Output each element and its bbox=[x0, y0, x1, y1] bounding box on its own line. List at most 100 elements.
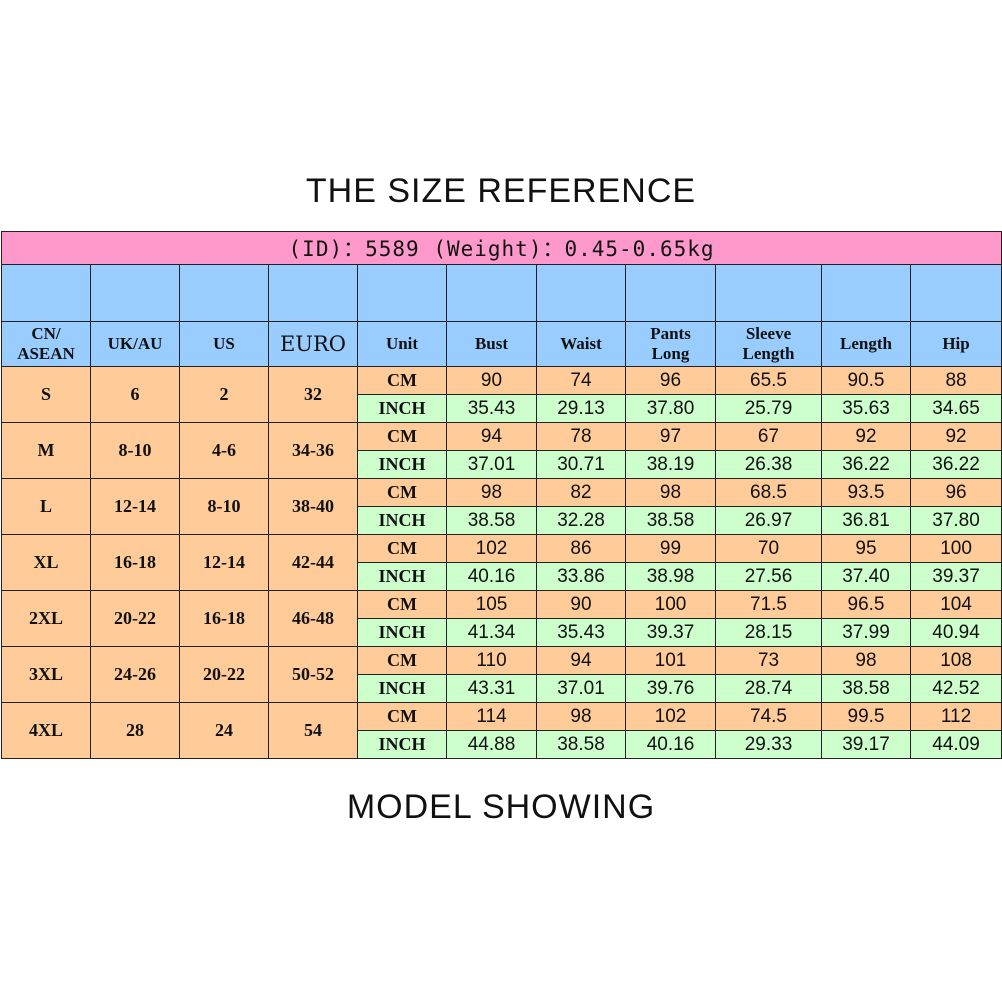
inch-value-pants-long: 39.37 bbox=[625, 618, 716, 647]
size-row-inch: INCH 40.16 33.86 38.98 27.56 37.40 39.37 bbox=[2, 562, 1002, 591]
inch-value-bust: 35.43 bbox=[446, 394, 537, 423]
page-title: THE SIZE REFERENCE bbox=[305, 172, 697, 210]
size-row-cm: L 12-14 8-10 38-40 CM 98 82 98 68.5 93.5 96 bbox=[1, 478, 1002, 535]
cm-value-hip: 88 bbox=[909, 366, 1002, 395]
inch-value-length: 39.17 bbox=[821, 730, 911, 759]
cm-value-waist: 90 bbox=[536, 590, 626, 619]
size-us: 2 bbox=[179, 366, 269, 423]
cm-value-bust: 110 bbox=[446, 646, 537, 675]
size-us: 16-18 bbox=[179, 590, 269, 647]
size-row-cm: 4XL 28 24 54 CM 114 98 102 74.5 99.5 112 bbox=[1, 702, 1002, 759]
cm-value-pants-long: 99 bbox=[625, 534, 716, 563]
unit-inch: INCH bbox=[357, 506, 447, 535]
cm-value-bust: 105 bbox=[446, 590, 537, 619]
cm-value-hip: 108 bbox=[909, 646, 1002, 675]
cm-value-hip: 100 bbox=[909, 534, 1002, 563]
cm-value-sleeve-length: 68.5 bbox=[715, 478, 822, 507]
cm-value-waist: 78 bbox=[536, 422, 626, 451]
cm-value-length: 92 bbox=[821, 422, 911, 451]
size-us: 12-14 bbox=[179, 534, 269, 591]
inch-value-sleeve-length: 27.56 bbox=[715, 562, 822, 591]
size-uk: 16-18 bbox=[90, 534, 180, 591]
inch-value-length: 36.81 bbox=[821, 506, 911, 535]
inch-value-waist: 37.01 bbox=[536, 674, 626, 703]
info-row: (ID)：5589 (Weight)：0.45-0.65kg bbox=[0, 231, 1002, 265]
unit-inch: INCH bbox=[357, 562, 447, 591]
inch-value-sleeve-length: 29.33 bbox=[715, 730, 822, 759]
header-unit: Unit bbox=[357, 321, 447, 367]
size-uk: 6 bbox=[90, 366, 180, 423]
cm-value-bust: 98 bbox=[446, 478, 537, 507]
size-row-inch: INCH 41.34 35.43 39.37 28.15 37.99 40.94 bbox=[2, 618, 1002, 647]
cm-value-pants-long: 98 bbox=[625, 478, 716, 507]
cm-value-hip: 96 bbox=[909, 478, 1002, 507]
unit-cm: CM bbox=[357, 646, 447, 675]
cm-value-length: 99.5 bbox=[821, 702, 911, 731]
cm-value-hip: 112 bbox=[909, 702, 1002, 731]
unit-cm: CM bbox=[357, 534, 447, 563]
cm-value-length: 96.5 bbox=[821, 590, 911, 619]
inch-value-hip: 42.52 bbox=[909, 674, 1002, 703]
cm-value-waist: 74 bbox=[536, 366, 626, 395]
cm-value-length: 95 bbox=[821, 534, 911, 563]
inch-value-bust: 40.16 bbox=[446, 562, 537, 591]
inch-value-bust: 38.58 bbox=[446, 506, 537, 535]
unit-cm: CM bbox=[357, 366, 447, 395]
size-us: 20-22 bbox=[179, 646, 269, 703]
inch-value-pants-long: 38.19 bbox=[625, 450, 716, 479]
inch-value-waist: 35.43 bbox=[536, 618, 626, 647]
inch-value-length: 37.40 bbox=[821, 562, 911, 591]
size-euro: 34-36 bbox=[268, 422, 358, 479]
inch-value-hip: 39.37 bbox=[909, 562, 1002, 591]
size-chart-table: (ID)：5589 (Weight)：0.45-0.65kg CN/ ASEAN… bbox=[0, 231, 1002, 759]
size-cn: M bbox=[1, 422, 91, 479]
cm-value-sleeve-length: 73 bbox=[715, 646, 822, 675]
header-cn-asean: CN/ ASEAN bbox=[1, 321, 91, 367]
cm-value-pants-long: 96 bbox=[625, 366, 716, 395]
unit-inch: INCH bbox=[357, 618, 447, 647]
cm-value-bust: 90 bbox=[446, 366, 537, 395]
size-euro: 50-52 bbox=[268, 646, 358, 703]
size-row-cm: XL 16-18 12-14 42-44 CM 102 86 99 70 95 100 bbox=[1, 534, 1002, 591]
inch-value-waist: 30.71 bbox=[536, 450, 626, 479]
inch-value-sleeve-length: 26.97 bbox=[715, 506, 822, 535]
inch-value-hip: 37.80 bbox=[909, 506, 1002, 535]
inch-value-pants-long: 38.58 bbox=[625, 506, 716, 535]
cm-value-waist: 94 bbox=[536, 646, 626, 675]
size-row-cm: M 8-10 4-6 34-36 CM 94 78 97 67 92 92 bbox=[1, 422, 1002, 479]
size-uk: 28 bbox=[90, 702, 180, 759]
inch-value-hip: 44.09 bbox=[909, 730, 1002, 759]
cm-value-sleeve-length: 65.5 bbox=[715, 366, 822, 395]
size-us: 4-6 bbox=[179, 422, 269, 479]
size-cn: 3XL bbox=[1, 646, 91, 703]
inch-value-hip: 40.94 bbox=[909, 618, 1002, 647]
cm-value-bust: 102 bbox=[446, 534, 537, 563]
inch-value-sleeve-length: 28.74 bbox=[715, 674, 822, 703]
size-row-inch: INCH 43.31 37.01 39.76 28.74 38.58 42.52 bbox=[2, 674, 1002, 703]
header-waist: Waist bbox=[536, 321, 626, 367]
cm-value-pants-long: 101 bbox=[625, 646, 716, 675]
size-euro: 54 bbox=[268, 702, 358, 759]
inch-value-waist: 33.86 bbox=[536, 562, 626, 591]
size-cn: XL bbox=[1, 534, 91, 591]
size-cn: 4XL bbox=[1, 702, 91, 759]
cm-value-hip: 92 bbox=[909, 422, 1002, 451]
inch-value-pants-long: 39.76 bbox=[625, 674, 716, 703]
header-sleeve-length: Sleeve Length bbox=[715, 321, 822, 367]
header-uk-au: UK/AU bbox=[90, 321, 180, 367]
size-euro: 32 bbox=[268, 366, 358, 423]
inch-value-length: 36.22 bbox=[821, 450, 911, 479]
cm-value-pants-long: 100 bbox=[625, 590, 716, 619]
unit-inch: INCH bbox=[357, 730, 447, 759]
inch-value-length: 35.63 bbox=[821, 394, 911, 423]
inch-value-bust: 37.01 bbox=[446, 450, 537, 479]
inch-value-waist: 38.58 bbox=[536, 730, 626, 759]
unit-cm: CM bbox=[357, 590, 447, 619]
size-uk: 24-26 bbox=[90, 646, 180, 703]
size-row-cm: 3XL 24-26 20-22 50-52 CM 110 94 101 73 98 108 bbox=[1, 646, 1002, 703]
cm-value-bust: 114 bbox=[446, 702, 537, 731]
size-cn: L bbox=[1, 478, 91, 535]
cm-value-pants-long: 102 bbox=[625, 702, 716, 731]
cm-value-bust: 94 bbox=[446, 422, 537, 451]
size-row-inch: INCH 35.43 29.13 37.80 25.79 35.63 34.65 bbox=[2, 394, 1002, 423]
